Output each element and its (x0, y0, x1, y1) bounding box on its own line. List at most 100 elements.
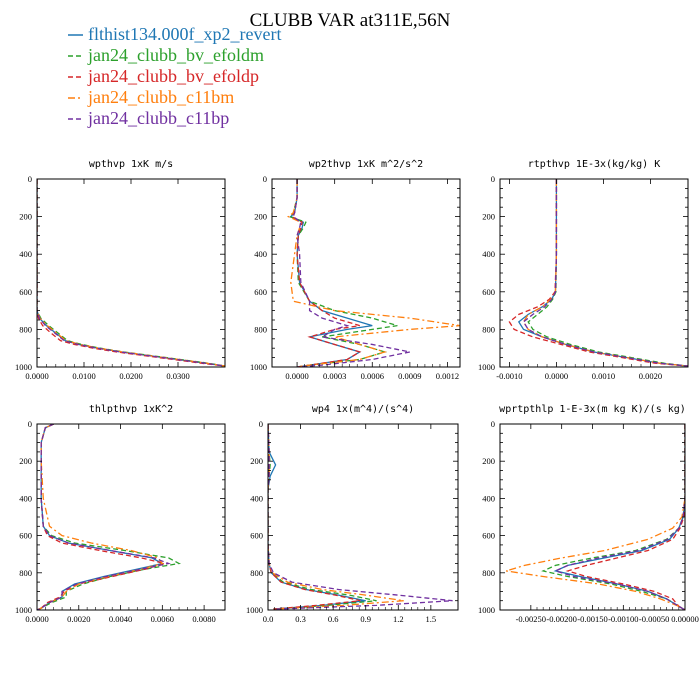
legend-label: jan24_clubb_c11bm (87, 87, 234, 107)
legend-item: jan24_clubb_bv_efoldp (68, 66, 259, 86)
chart-panel: wp2thvp 1xK m^2/s^2 0 200 400 600 800 1000 0.00… (250, 159, 461, 381)
y-tick-label: 800 (482, 568, 495, 578)
series-line (291, 179, 362, 367)
series-line (37, 179, 225, 367)
series-line (505, 424, 685, 610)
y-tick-label: 800 (254, 324, 267, 334)
series-line (522, 179, 688, 367)
y-tick-label: 200 (482, 212, 495, 222)
x-tick-label: 0.0000 (545, 371, 568, 381)
y-tick-label: 200 (254, 212, 267, 222)
y-tick-label: 400 (482, 493, 495, 503)
series-line (37, 179, 225, 367)
series-line (287, 179, 460, 367)
panel-title: wp2thvp 1xK m^2/s^2 (309, 159, 423, 170)
x-tick-label: 0.0000 (25, 614, 48, 624)
x-tick-label: 0.0300 (166, 371, 189, 381)
x-tick-label: 0.0003 (323, 371, 346, 381)
series-line (37, 424, 165, 610)
legend-item: jan24_clubb_bv_efoldm (68, 45, 264, 65)
panel-title: wpthvp 1xK m/s (89, 159, 173, 170)
y-tick-label: 400 (254, 249, 267, 259)
y-tick-label: 800 (250, 568, 263, 578)
y-tick-label: 200 (482, 456, 495, 466)
panel-title: wprtpthlp 1-E-3x(m kg K)/(s kg) (499, 404, 686, 415)
x-tick-label: 0.3 (295, 614, 306, 624)
x-tick-label: 1.2 (393, 614, 404, 624)
series-line (553, 424, 685, 610)
y-tick-label: 0 (259, 419, 263, 429)
y-tick-label: 600 (19, 531, 32, 541)
y-tick-label: 200 (19, 456, 32, 466)
y-tick-label: 600 (250, 531, 263, 541)
x-tick-label: 0.0012 (436, 371, 459, 381)
x-tick-label: 0.0060 (151, 614, 174, 624)
series-line (527, 179, 688, 367)
x-tick-label: 0.0100 (72, 371, 95, 381)
series-line (268, 424, 404, 610)
x-tick-label: 0.0200 (119, 371, 142, 381)
legend-label: jan24_clubb_bv_efoldp (87, 66, 259, 86)
x-tick-label: -0.00150 (577, 614, 607, 624)
y-tick-label: 800 (482, 324, 495, 334)
panel-title: rtpthvp 1E-3x(kg/kg) K (528, 159, 660, 170)
y-tick-label: 1000 (250, 362, 267, 372)
panel-title: thlpthvp 1xK^2 (89, 404, 173, 415)
chart-panel: rtpthvp 1E-3x(kg/kg) K 0 200 400 600 800 1000-… (478, 159, 689, 381)
x-tick-label: 0.0040 (109, 614, 132, 624)
x-tick-label: 0.0010 (592, 371, 615, 381)
y-tick-label: 800 (19, 324, 32, 334)
figure-title: CLUBB VAR at311E,56N (250, 10, 451, 31)
x-tick-label: 0.0 (263, 614, 274, 624)
series-line (522, 179, 688, 367)
y-tick-label: 0 (28, 419, 32, 429)
y-tick-label: 600 (254, 287, 267, 297)
y-tick-label: 0 (263, 174, 267, 184)
y-tick-label: 400 (482, 249, 495, 259)
y-tick-label: 0 (491, 419, 495, 429)
x-tick-label: 0.0020 (67, 614, 90, 624)
y-tick-label: 0 (28, 174, 32, 184)
plot-frame (36, 423, 226, 611)
legend-label: jan24_clubb_bv_efoldm (87, 45, 264, 65)
series-line (268, 424, 453, 610)
x-tick-label: -0.00200 (546, 614, 576, 624)
series-line (37, 424, 164, 610)
x-tick-label: 0.0000 (285, 371, 308, 381)
y-tick-label: 600 (19, 287, 32, 297)
x-tick-label: -0.00050 (639, 614, 669, 624)
plot-frame (499, 178, 689, 368)
series-line (268, 424, 377, 610)
x-tick-label: 0.00000 (671, 614, 699, 624)
y-tick-label: 400 (19, 249, 32, 259)
y-tick-label: 0 (491, 174, 495, 184)
series-line (288, 179, 398, 367)
x-tick-label: 0.9 (360, 614, 371, 624)
y-tick-label: 600 (482, 531, 495, 541)
plot-frame (267, 423, 459, 611)
legend-item: jan24_clubb_c11bm (68, 87, 234, 107)
x-tick-label: 0.0009 (398, 371, 421, 381)
y-tick-label: 400 (19, 493, 32, 503)
series-line (292, 179, 410, 367)
y-tick-label: 1000 (478, 362, 495, 372)
x-tick-label: 1.5 (426, 614, 437, 624)
x-tick-label: -0.00100 (608, 614, 638, 624)
y-tick-label: 600 (482, 287, 495, 297)
legend-label: jan24_clubb_c11bp (87, 108, 229, 128)
x-tick-label: 0.0000 (25, 371, 48, 381)
x-tick-label: -0.0010 (496, 371, 522, 381)
y-tick-label: 1000 (246, 605, 263, 615)
y-tick-label: 200 (19, 212, 32, 222)
x-tick-label: 0.6 (328, 614, 339, 624)
chart-panel: wprtpthlp 1-E-3x(m kg K)/(s kg) 0 200 400 60… (478, 404, 699, 624)
y-tick-label: 400 (250, 493, 263, 503)
series-line (553, 424, 685, 610)
x-tick-label: 0.0080 (192, 614, 215, 624)
series-line (37, 424, 171, 610)
